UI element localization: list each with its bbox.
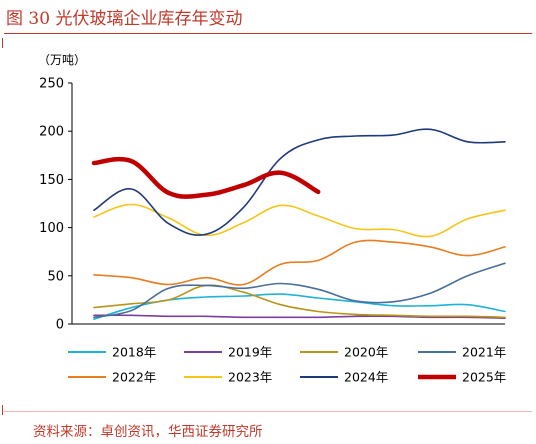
y-tick-label: 200 [39, 125, 64, 140]
legend-label: 2022年 [112, 370, 156, 385]
series-line-3 [93, 284, 506, 319]
legend-label: 2023年 [228, 370, 272, 385]
y-tick-label: 250 [39, 77, 64, 92]
y-tick-label: 0 [56, 318, 64, 333]
legend-label: 2019年 [228, 345, 272, 360]
legend-label: 2021年 [462, 345, 506, 360]
y-axis-unit-label: （万吨） [38, 53, 86, 67]
chart-legend: 2018年 2019年 2020年 2021年 2022年 2023年 2024年 2025年 [68, 345, 506, 385]
series-line-5 [93, 239, 506, 286]
legend-label: 2024年 [344, 370, 388, 385]
legend-label: 2025年 [462, 370, 506, 385]
series-line-2 [93, 314, 506, 319]
source-note: 资料来源：卓创资讯，华西证券研究所 [33, 424, 263, 440]
chart-axes: 0 50 100 150 200 250 （万吨） [38, 53, 505, 333]
legend-label: 2020年 [344, 345, 388, 360]
legend-label: 2018年 [112, 345, 156, 360]
chart-series [91, 128, 506, 320]
series-line-6 [93, 203, 506, 238]
series-line-8 [91, 156, 321, 199]
margin-mark-top [2, 38, 3, 48]
y-tick-label: 50 [47, 269, 64, 284]
source-divider [4, 411, 532, 412]
y-tick-label: 100 [39, 221, 64, 236]
series-line-7 [93, 128, 506, 236]
title-divider [4, 33, 532, 34]
figure-title: 图 30 光伏玻璃企业库存年变动 [6, 9, 243, 29]
series-line-4 [93, 262, 506, 319]
margin-mark-bottom [2, 405, 3, 415]
y-tick-label: 150 [39, 173, 64, 188]
